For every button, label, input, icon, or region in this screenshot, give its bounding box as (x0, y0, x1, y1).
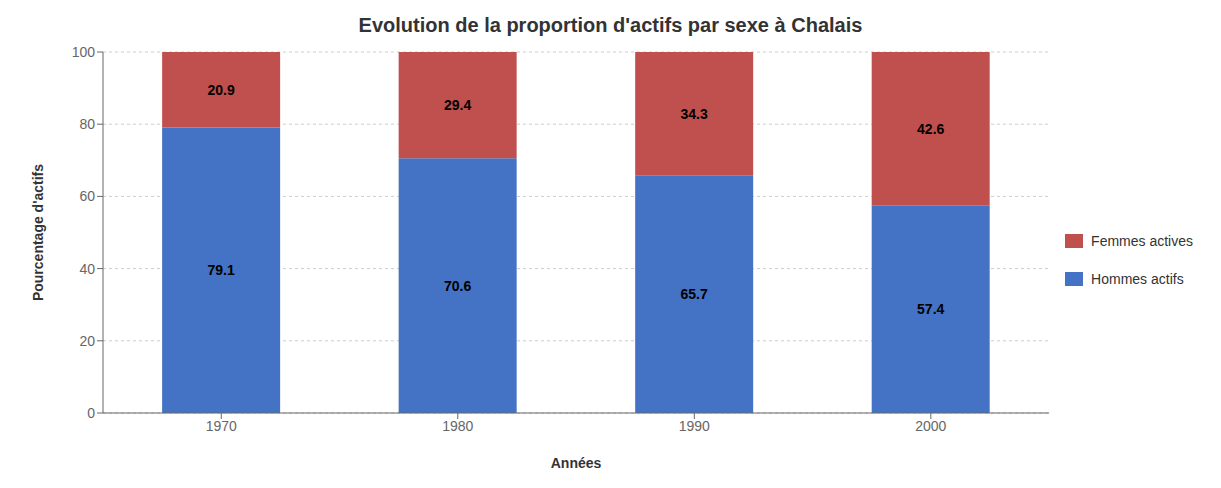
svg-text:34.3: 34.3 (681, 106, 708, 122)
svg-text:70.6: 70.6 (444, 278, 471, 294)
svg-text:79.1: 79.1 (208, 262, 235, 278)
svg-text:2000: 2000 (915, 418, 946, 434)
svg-text:20: 20 (79, 333, 95, 349)
html-text:Hommes actifs: Hommes actifs (1091, 271, 1184, 287)
svg-text:Années: Années (551, 455, 602, 471)
html-text:Femmes actives: Femmes actives (1091, 233, 1193, 249)
svg-text:80: 80 (79, 116, 95, 132)
svg-text:60: 60 (79, 188, 95, 204)
svg-text:1970: 1970 (206, 418, 237, 434)
svg-text:0: 0 (87, 405, 95, 421)
svg-text:100: 100 (72, 44, 96, 60)
svg-text:65.7: 65.7 (681, 286, 708, 302)
svg-text:40: 40 (79, 261, 95, 277)
svg-text:42.6: 42.6 (917, 121, 944, 137)
svg-text:1980: 1980 (442, 418, 473, 434)
svg-text:57.4: 57.4 (917, 301, 944, 317)
svg-text:1990: 1990 (679, 418, 710, 434)
svg-text:Pourcentage d'actifs: Pourcentage d'actifs (30, 164, 46, 301)
html-text:Evolution de la proportion d'a: Evolution de la proportion d'actifs par … (358, 14, 863, 36)
svg-text:20.9: 20.9 (208, 82, 235, 98)
svg-text:29.4: 29.4 (444, 97, 471, 113)
